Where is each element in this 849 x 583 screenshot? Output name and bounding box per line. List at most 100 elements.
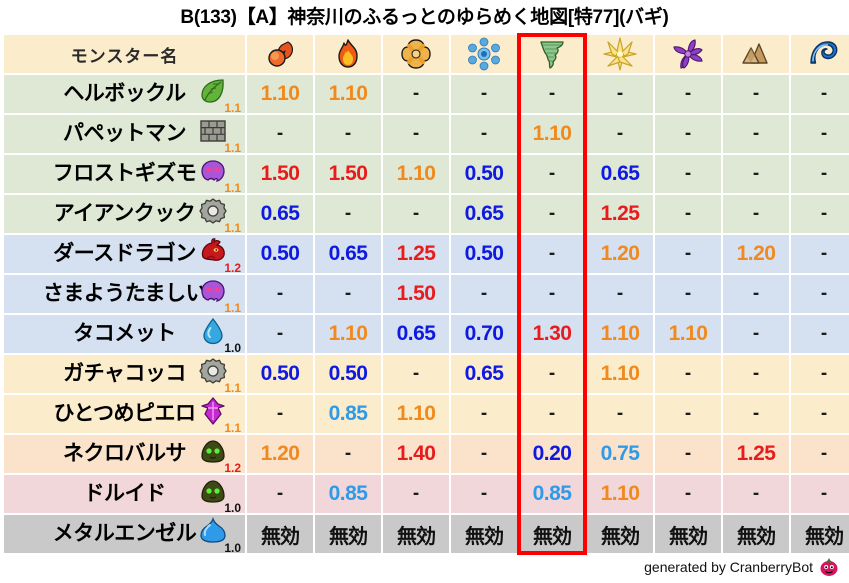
monster-version-label: 1.1 (224, 181, 241, 195)
monster-badge: 1.2 (197, 235, 241, 275)
resistance-cell: - (519, 395, 585, 433)
monster-badge: 1.0 (197, 515, 241, 554)
resistance-cell: - (587, 115, 653, 153)
resistance-cell: 0.50 (315, 355, 381, 393)
monster-badge: 1.1 (197, 75, 241, 115)
resistance-value: 0.50 (464, 162, 504, 185)
monster-version-label: 1.2 (224, 261, 241, 275)
monster-name-label: ヘルボックル (63, 82, 186, 105)
resistance-value: - (684, 123, 692, 144)
monster-name-cell[interactable]: ドルイド 1.0 (4, 475, 245, 514)
resistance-cell: - (655, 155, 721, 193)
monster-name-cell[interactable]: パペットマン 1.1 (4, 115, 245, 154)
table-row: ドルイド 1.0 - 0.85 - - 0.85 1.10 - - - (4, 475, 849, 514)
resistance-cell: - (247, 395, 313, 433)
resistance-cell: - (451, 115, 517, 153)
resistance-cell: - (655, 235, 721, 273)
resistance-cell: 0.50 (451, 155, 517, 193)
table-row: ネクロバルサ 1.2 1.20 - 1.40 - 0.20 0.75 - 1.25 - (4, 435, 849, 474)
header-element-flame[interactable] (315, 35, 381, 73)
resistance-value: - (276, 483, 284, 504)
resistance-cell: - (723, 115, 789, 153)
resistance-cell: 1.10 (383, 155, 449, 193)
resistance-cell: - (723, 155, 789, 193)
resistance-cell: - (451, 75, 517, 113)
resistance-value: - (616, 403, 624, 424)
resistance-cell: 1.50 (247, 155, 313, 193)
monster-name-label: ドルイド (83, 482, 167, 505)
resistance-value: 1.25 (600, 202, 640, 225)
resistance-value: - (548, 83, 556, 104)
header-element-water[interactable] (791, 35, 849, 73)
resistance-cell: 1.10 (315, 75, 381, 113)
resistance-value: - (820, 323, 828, 344)
resistance-cell: - (723, 395, 789, 433)
header-element-ice[interactable] (451, 35, 517, 73)
resistance-value: - (480, 483, 488, 504)
resistance-value: 1.25 (736, 442, 776, 465)
resistance-value: - (684, 403, 692, 424)
header-element-dark[interactable] (655, 35, 721, 73)
resistance-cell: 1.10 (519, 115, 585, 153)
resistance-value: - (616, 283, 624, 304)
resistance-cell: - (791, 75, 849, 113)
monster-badge: 1.1 (197, 115, 241, 154)
resistance-cell: - (587, 275, 653, 313)
resistance-value: - (752, 403, 760, 424)
monster-name-cell[interactable]: ひとつめピエロ 1.1 (4, 395, 245, 434)
header-element-meteor[interactable] (247, 35, 313, 73)
resistance-cell: 1.10 (587, 315, 653, 353)
resistance-cell: 0.65 (451, 355, 517, 393)
resistance-value: - (684, 443, 692, 464)
resistance-cell: - (519, 75, 585, 113)
resistance-value: - (820, 283, 828, 304)
monster-name-cell[interactable]: ダースドラゴン 1.2 (4, 235, 245, 275)
resistance-value: 無効 (533, 525, 572, 548)
resistance-value: - (344, 123, 352, 144)
resistance-value: 無効 (805, 525, 844, 548)
resistance-cell: 0.20 (519, 435, 585, 473)
resistance-value: - (684, 83, 692, 104)
resistance-cell: - (791, 475, 849, 513)
resistance-value: 無効 (601, 525, 640, 548)
monster-name-cell[interactable]: さまようたましい 1.1 (4, 275, 245, 314)
resistance-cell: 1.25 (383, 235, 449, 273)
monster-name-cell[interactable]: アイアンクック 1.1 (4, 195, 245, 234)
meteor-icon (263, 37, 297, 71)
resistance-value: - (752, 163, 760, 184)
resistance-value: 無効 (737, 525, 776, 548)
monster-badge: 1.1 (197, 195, 241, 234)
resistance-value: - (684, 243, 692, 264)
resistance-cell: 1.30 (519, 315, 585, 353)
monster-name-cell[interactable]: タコメット 1.0 (4, 315, 245, 354)
monster-name-cell[interactable]: メタルエンゼル 1.0 (4, 515, 245, 554)
resistance-value: - (548, 243, 556, 264)
header-element-wind[interactable] (519, 35, 585, 73)
resistance-value: - (548, 203, 556, 224)
gear-icon (199, 197, 227, 225)
resistance-cell: 0.65 (383, 315, 449, 353)
monster-name-label: メタルエンゼル (52, 522, 197, 545)
monster-name-cell[interactable]: ガチャコッコ 1.1 (4, 355, 245, 394)
resistance-value: 0.50 (328, 362, 368, 385)
header-monster-name: モンスター名 (4, 35, 245, 73)
resistance-value: - (412, 363, 420, 384)
monster-version-label: 1.1 (224, 101, 241, 115)
resistance-cell: 1.10 (383, 395, 449, 433)
header-element-explosion[interactable] (383, 35, 449, 73)
header-element-light[interactable] (587, 35, 653, 73)
resistance-cell: 0.65 (451, 195, 517, 233)
resistance-value: 0.50 (260, 242, 300, 265)
monster-name-cell[interactable]: ヘルボックル 1.1 (4, 75, 245, 115)
table-row: ヘルボックル 1.1 1.10 1.10 - - - - - - - (4, 75, 849, 115)
monster-name-cell[interactable]: ネクロバルサ 1.2 (4, 435, 245, 474)
header-element-earth[interactable] (723, 35, 789, 73)
monster-name-label: ネクロバルサ (63, 442, 187, 465)
resistance-cell: - (587, 395, 653, 433)
resistance-value: 無効 (261, 525, 300, 548)
resistance-table: モンスター名 ヘルボックル 1.1 1.10 1.10 - - - - - - - パペットマン 1.1… (2, 33, 849, 555)
cranberry-slime-icon (819, 557, 839, 577)
resistance-value: 1.40 (396, 442, 436, 465)
monster-name-cell[interactable]: フロストギズモ 1.1 (4, 155, 245, 195)
resistance-value: - (480, 123, 488, 144)
